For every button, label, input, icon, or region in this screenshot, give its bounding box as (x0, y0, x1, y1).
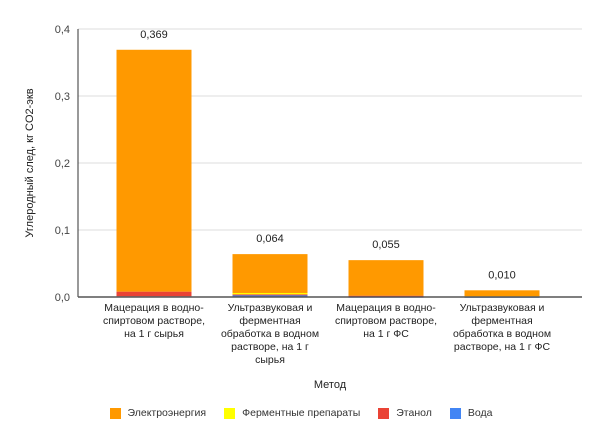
x-axis-title: Метод (314, 379, 347, 391)
data-label: 0,369 (140, 29, 168, 41)
legend-item: Вода (449, 407, 493, 419)
data-label: 0,010 (488, 269, 516, 281)
bar-segment-Этанол (116, 291, 192, 297)
y-tick-label: 0,0 (55, 292, 70, 304)
bar-segment-Электроэнергия (116, 49, 192, 292)
y-tick-label: 0,4 (55, 24, 70, 36)
bar-segment-Электроэнергия (348, 260, 424, 296)
bar-segment-Ферментные препараты (232, 292, 308, 295)
bar-segment-Этанол (232, 294, 308, 296)
legend-item: Этанол (378, 407, 432, 419)
legend-label: Вода (467, 407, 493, 419)
x-tick-label: Мацерация в водно- спиртовом растворе, н… (334, 302, 437, 340)
legend-item: Ферментные препараты (224, 407, 360, 419)
legend-swatch (109, 407, 121, 419)
y-tick-label: 0,1 (55, 225, 70, 237)
legend-label: Электроэнергия (127, 407, 207, 419)
legend-label: Ферментные препараты (242, 407, 361, 419)
y-axis-title: Углеродный след, кг CO2-экв (24, 88, 36, 237)
y-tick-label: 0,2 (55, 158, 70, 170)
legend-item: Электроэнергия (109, 407, 207, 419)
legend: Электроэнергия Ферментные препараты Этанол… (0, 407, 602, 419)
y-tick-label: 0,3 (55, 91, 70, 103)
x-tick-label: Мацерация в водно- спиртовом растворе, н… (102, 302, 205, 340)
legend-swatch (378, 407, 390, 419)
x-tick-label: Ультразвуковая и ферментная обработка в … (452, 302, 552, 353)
bar-segment-Электроэнергия (232, 254, 308, 293)
data-label: 0,055 (372, 239, 400, 251)
bar-segment-Этанол (348, 295, 424, 297)
legend-label: Этанол (396, 407, 432, 419)
bar-segment-Вода (232, 294, 308, 297)
legend-swatch (224, 407, 236, 419)
bar-segment-Электроэнергия (464, 290, 540, 297)
x-tick-label: Ультразвуковая и ферментная обработка в … (220, 302, 320, 366)
data-label: 0,064 (256, 233, 284, 245)
legend-swatch (449, 407, 461, 419)
